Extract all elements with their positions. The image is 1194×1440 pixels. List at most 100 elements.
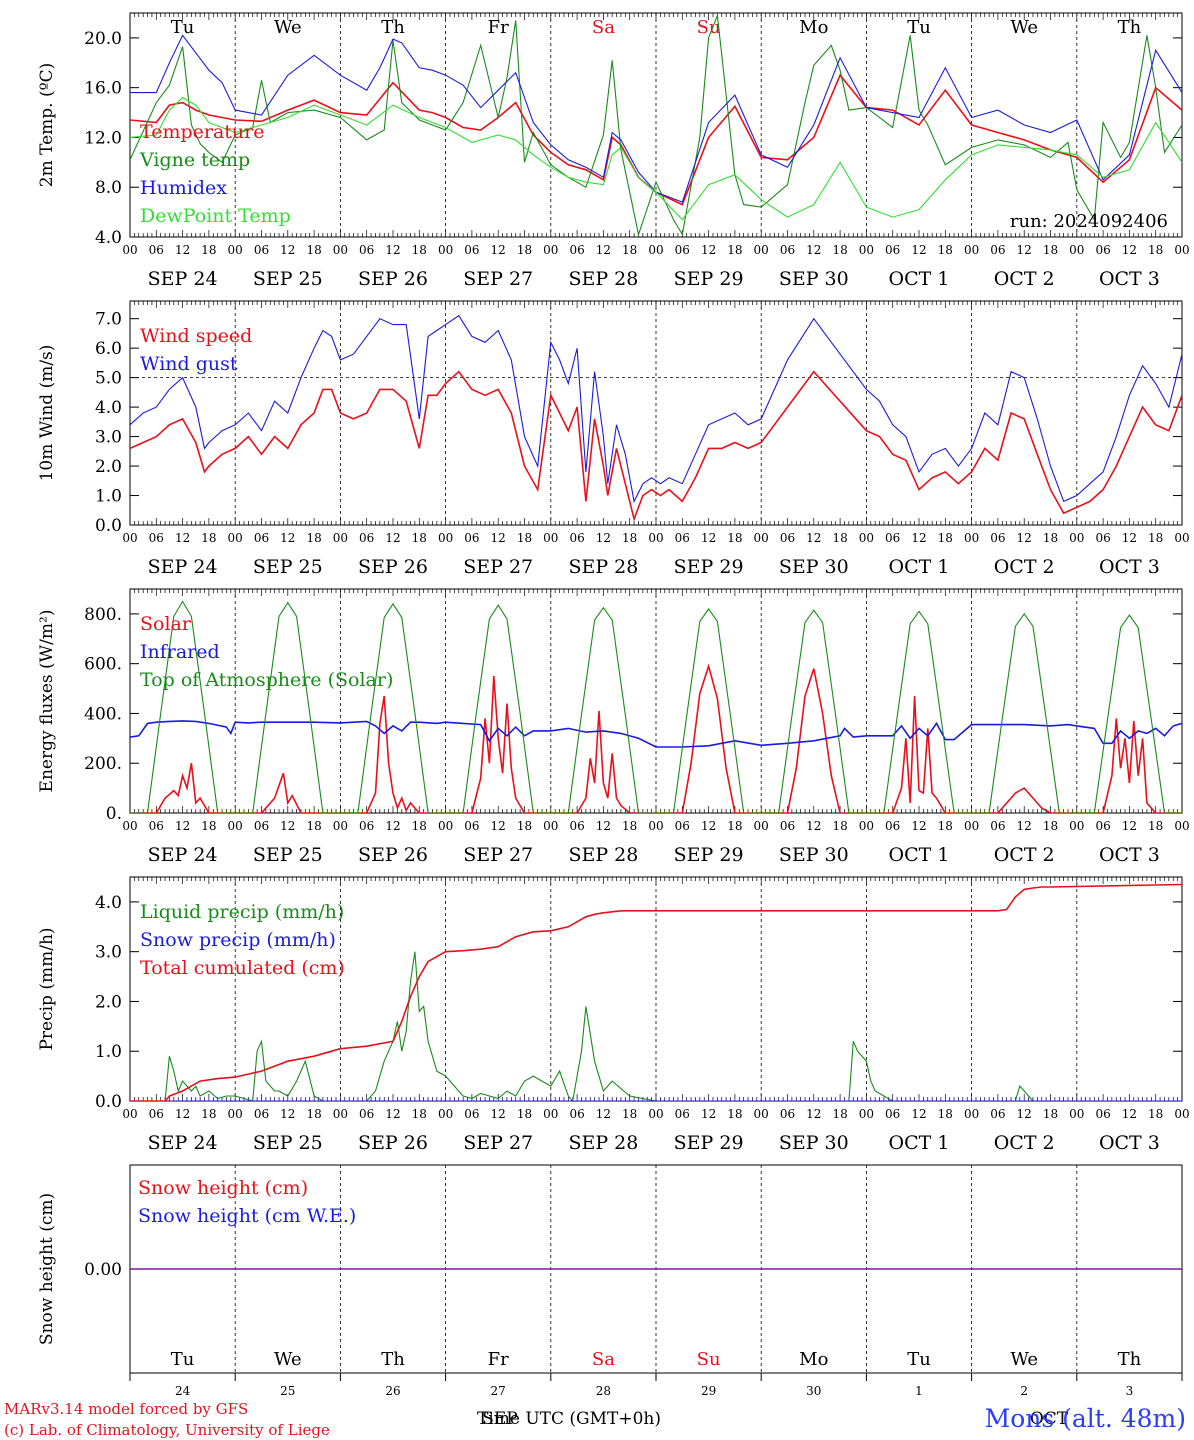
- date-label: SEP 29: [674, 844, 744, 866]
- date-label: OCT 3: [1099, 844, 1160, 866]
- hour-tick-label: 18: [622, 819, 637, 833]
- hour-tick-label: 18: [1148, 243, 1163, 257]
- hour-tick-label: 06: [780, 819, 795, 833]
- hour-tick-label: 06: [149, 531, 164, 545]
- y-axis-label: Precip (mm/h): [37, 927, 57, 1050]
- hour-tick-label: 12: [175, 819, 190, 833]
- hour-tick-label: 00: [648, 1107, 663, 1121]
- hour-tick-label: 12: [385, 819, 400, 833]
- hour-tick-label: 18: [938, 243, 953, 257]
- hour-tick-label: 06: [464, 531, 479, 545]
- hour-tick-label: 12: [701, 531, 716, 545]
- hour-tick-label: 12: [1122, 243, 1137, 257]
- hour-tick-label: 12: [596, 531, 611, 545]
- hour-tick-label: 06: [254, 243, 269, 257]
- legend-entry: DewPoint Temp: [140, 205, 291, 227]
- hour-tick-label: 06: [1095, 1107, 1110, 1121]
- legend-entry: Snow height (cm W.E.): [138, 1205, 356, 1227]
- hour-tick-label: 00: [333, 531, 348, 545]
- hour-tick-label: 18: [1148, 819, 1163, 833]
- hour-tick-label: 06: [990, 531, 1005, 545]
- hour-tick-label: 06: [885, 243, 900, 257]
- date-label: SEP 28: [568, 556, 638, 578]
- legend-entry: Total cumulated (cm): [140, 957, 345, 979]
- date-label: SEP 25: [253, 268, 323, 290]
- hour-tick-label: 06: [359, 531, 374, 545]
- hour-tick-label: 00: [1174, 1107, 1189, 1121]
- hour-tick-label: 00: [122, 243, 137, 257]
- hour-tick-label: 06: [1095, 819, 1110, 833]
- hour-tick-label: 12: [280, 819, 295, 833]
- panel-4: 00 06 12 18 00 06 12 18 00 06 12 18 00 06 12 18 00 06 12 18…: [37, 876, 1190, 1154]
- day-label: Th: [381, 1349, 405, 1370]
- hour-tick-label: 00: [964, 531, 979, 545]
- day-label: We: [274, 1349, 302, 1370]
- hour-tick-label: 12: [806, 531, 821, 545]
- hour-tick-label: 12: [701, 819, 716, 833]
- date-label: SEP 26: [358, 556, 428, 578]
- y-tick-label: 5.0: [95, 369, 122, 389]
- hour-tick-label: 12: [175, 1107, 190, 1121]
- date-label: SEP 24: [148, 268, 218, 290]
- series-group: [130, 314, 1182, 522]
- hour-tick-label: 00: [1069, 819, 1084, 833]
- hour-tick-label: 06: [990, 819, 1005, 833]
- hour-tick-label: 12: [1122, 531, 1137, 545]
- hour-tick-label: 00: [228, 531, 243, 545]
- legend-entry: Snow precip (mm/h): [140, 929, 336, 951]
- day-label: Th: [1118, 17, 1142, 38]
- hour-tick-label: 18: [1043, 531, 1058, 545]
- hour-tick-label: 18: [727, 819, 742, 833]
- series-group: [130, 600, 1182, 813]
- hour-tick-label: 00: [859, 1107, 874, 1121]
- hour-tick-label: 18: [727, 531, 742, 545]
- day-label: We: [1010, 1349, 1038, 1370]
- hour-tick-label: 12: [806, 1107, 821, 1121]
- hour-tick-label: 00: [438, 243, 453, 257]
- hour-tick-label: 00: [648, 531, 663, 545]
- day-label: Sa: [592, 1349, 615, 1370]
- series-group: [130, 883, 1182, 1101]
- date-label: SEP 24: [148, 556, 218, 578]
- hour-tick-label: 06: [1095, 243, 1110, 257]
- legend-entry: Infrared: [140, 641, 220, 663]
- hour-tick-label: 12: [596, 1107, 611, 1121]
- hour-tick-label: 12: [280, 531, 295, 545]
- credit-line-1: MARv3.14 model forced by GFS: [4, 1400, 248, 1418]
- next-month-label: OCT: [1030, 1409, 1069, 1429]
- hour-tick-label: 06: [149, 819, 164, 833]
- hour-tick-label: 12: [1017, 243, 1032, 257]
- series-line-dewpoint-temp: [130, 96, 1182, 221]
- hour-tick-label: 06: [885, 531, 900, 545]
- legend-entry: Top of Atmosphere (Solar): [140, 669, 393, 691]
- station-label: Mons (alt. 48m): [985, 1404, 1186, 1433]
- hour-tick-label: 06: [675, 243, 690, 257]
- hour-tick-label: 18: [938, 1107, 953, 1121]
- hour-tick-label: 06: [780, 1107, 795, 1121]
- hour-tick-label: 06: [780, 243, 795, 257]
- date-label: SEP 26: [358, 268, 428, 290]
- panel-1: 00 06 12 18 00 06 12 18 00 06 12 18 00 06 12 18 00 06 12 18…: [37, 12, 1190, 290]
- day-label: Su: [697, 1349, 721, 1370]
- y-tick-label: 400.: [84, 704, 122, 724]
- hour-tick-label: 12: [701, 243, 716, 257]
- hour-tick-label: 12: [911, 243, 926, 257]
- hour-tick-label: 06: [254, 1107, 269, 1121]
- hour-tick-label: 12: [491, 531, 506, 545]
- series-line-temperature: [130, 73, 1182, 206]
- day-label: We: [1010, 17, 1038, 38]
- hour-tick-label: 06: [990, 1107, 1005, 1121]
- hour-tick-label: 06: [359, 243, 374, 257]
- hour-tick-label: 18: [306, 819, 321, 833]
- date-label: SEP 28: [568, 268, 638, 290]
- y-axis-label: 2m Temp. (ºC): [37, 63, 57, 188]
- hour-tick-label: 06: [569, 1107, 584, 1121]
- hour-tick-label: 18: [727, 243, 742, 257]
- date-label: OCT 2: [994, 268, 1055, 290]
- date-label: SEP 29: [674, 268, 744, 290]
- hour-tick-label: 00: [1069, 243, 1084, 257]
- day-label: Tu: [907, 1349, 931, 1370]
- hour-tick-label: 00: [333, 819, 348, 833]
- y-tick-label: 600.: [84, 655, 122, 675]
- day-label: Su: [697, 17, 721, 38]
